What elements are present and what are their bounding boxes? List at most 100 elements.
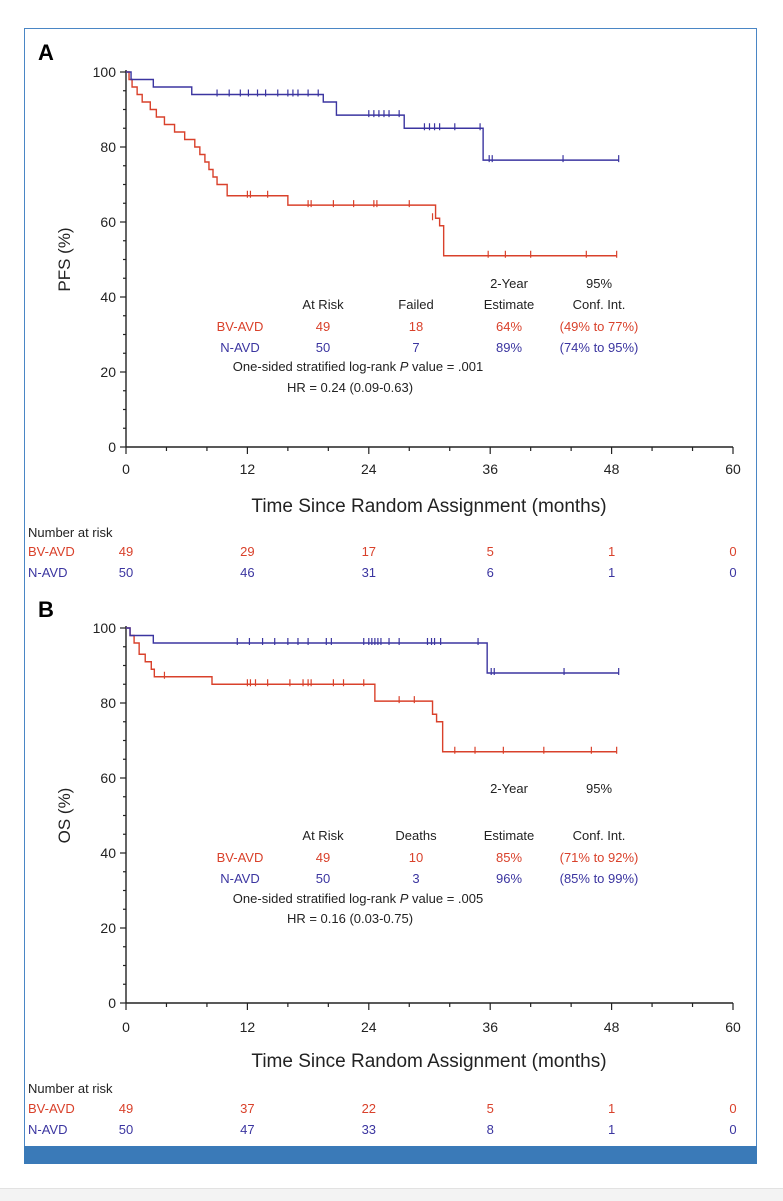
risk-value: 37: [240, 1101, 254, 1116]
risk-table-title: Number at risk: [28, 1081, 113, 1096]
table-at-risk: 50: [316, 340, 330, 355]
risk-value: 22: [362, 1101, 376, 1116]
risk-value: 6: [487, 565, 494, 580]
table-at-risk: 49: [316, 850, 330, 865]
risk-row-label: BV-AVD: [28, 544, 75, 559]
table-header: Deaths: [395, 828, 437, 843]
y-tick-label: 20: [100, 364, 116, 380]
risk-value: 49: [119, 1101, 133, 1116]
table-events: 3: [412, 871, 419, 886]
y-tick-label: 40: [100, 845, 116, 861]
table-row-label: BV-AVD: [217, 319, 264, 334]
risk-value: 31: [362, 565, 376, 580]
x-axis-title: Time Since Random Assignment (months): [251, 496, 606, 517]
y-tick-label: 20: [100, 920, 116, 936]
table-row-label: N-AVD: [220, 340, 259, 355]
table-header: Estimate: [484, 828, 535, 843]
y-tick-label: 80: [100, 139, 116, 155]
table-header-top-ci: 95%: [586, 276, 612, 291]
y-axis-title: PFS (%): [55, 227, 74, 291]
x-tick-label: 48: [604, 1019, 620, 1035]
table-row-label: N-AVD: [220, 871, 259, 886]
table-header-top-estimate: 2-Year: [490, 781, 528, 796]
y-tick-label: 0: [108, 995, 116, 1011]
risk-row-label: N-AVD: [28, 1122, 67, 1137]
risk-value: 0: [729, 1122, 736, 1137]
risk-value: 0: [729, 544, 736, 559]
x-tick-label: 0: [122, 461, 130, 477]
logrank-text: One-sided stratified log-rank P value = …: [233, 891, 483, 906]
risk-value: 8: [487, 1122, 494, 1137]
risk-value: 0: [729, 1101, 736, 1116]
x-tick-label: 24: [361, 1019, 377, 1035]
logrank-p: P: [400, 891, 409, 906]
table-events: 10: [409, 850, 423, 865]
table-header: Failed: [398, 297, 433, 312]
table-header: At Risk: [302, 828, 344, 843]
table-estimate: 64%: [496, 319, 522, 334]
risk-value: 1: [608, 565, 615, 580]
risk-value: 46: [240, 565, 254, 580]
table-events: 7: [412, 340, 419, 355]
table-header: At Risk: [302, 297, 344, 312]
table-header-top-ci: 95%: [586, 781, 612, 796]
table-at-risk: 50: [316, 871, 330, 886]
y-tick-label: 0: [108, 439, 116, 455]
curve-n-avd: [126, 627, 619, 674]
risk-value: 50: [119, 1122, 133, 1137]
risk-value: 49: [119, 544, 133, 559]
logrank-prefix: One-sided stratified log-rank: [233, 359, 400, 374]
hazard-ratio-text: HR = 0.24 (0.09-0.63): [287, 380, 413, 395]
figure-bottom-bar: [24, 1146, 757, 1164]
y-axis-title: OS (%): [55, 788, 74, 844]
table-header: Estimate: [484, 297, 535, 312]
table-header: Conf. Int.: [573, 828, 626, 843]
risk-value: 47: [240, 1122, 254, 1137]
risk-table-title: Number at risk: [28, 525, 113, 540]
x-tick-label: 24: [361, 461, 377, 477]
risk-value: 5: [487, 1101, 494, 1116]
x-tick-label: 0: [122, 1019, 130, 1035]
figure-frame: [24, 28, 757, 1164]
risk-value: 50: [119, 565, 133, 580]
risk-value: 5: [487, 544, 494, 559]
risk-value: 0: [729, 565, 736, 580]
logrank-suffix: value = .005: [408, 891, 483, 906]
risk-value: 1: [608, 1101, 615, 1116]
y-tick-label: 40: [100, 289, 116, 305]
table-ci: (71% to 92%): [560, 850, 639, 865]
hazard-ratio-text: HR = 0.16 (0.03-0.75): [287, 911, 413, 926]
y-tick-label: 100: [93, 620, 117, 636]
risk-value: 1: [608, 1122, 615, 1137]
curve-n-avd: [126, 71, 619, 161]
table-at-risk: 49: [316, 319, 330, 334]
x-tick-label: 12: [240, 461, 256, 477]
panel-label: B: [38, 597, 54, 622]
table-header-top-estimate: 2-Year: [490, 276, 528, 291]
x-tick-label: 36: [482, 1019, 498, 1035]
curve-bv-avd: [126, 71, 617, 257]
x-tick-label: 48: [604, 461, 620, 477]
table-ci: (74% to 95%): [560, 340, 639, 355]
risk-value: 1: [608, 544, 615, 559]
risk-value: 33: [362, 1122, 376, 1137]
x-axis-title: Time Since Random Assignment (months): [251, 1051, 606, 1072]
x-tick-label: 36: [482, 461, 498, 477]
table-estimate: 85%: [496, 850, 522, 865]
x-tick-label: 12: [240, 1019, 256, 1035]
table-estimate: 89%: [496, 340, 522, 355]
risk-row-label: N-AVD: [28, 565, 67, 580]
risk-value: 17: [362, 544, 376, 559]
risk-row-label: BV-AVD: [28, 1101, 75, 1116]
logrank-prefix: One-sided stratified log-rank: [233, 891, 400, 906]
x-tick-label: 60: [725, 1019, 741, 1035]
table-header: Conf. Int.: [573, 297, 626, 312]
curve-bv-avd: [126, 627, 617, 753]
table-estimate: 96%: [496, 871, 522, 886]
x-tick-label: 60: [725, 461, 741, 477]
panel-label: A: [38, 40, 54, 65]
page-footer-strip: [0, 1188, 783, 1201]
